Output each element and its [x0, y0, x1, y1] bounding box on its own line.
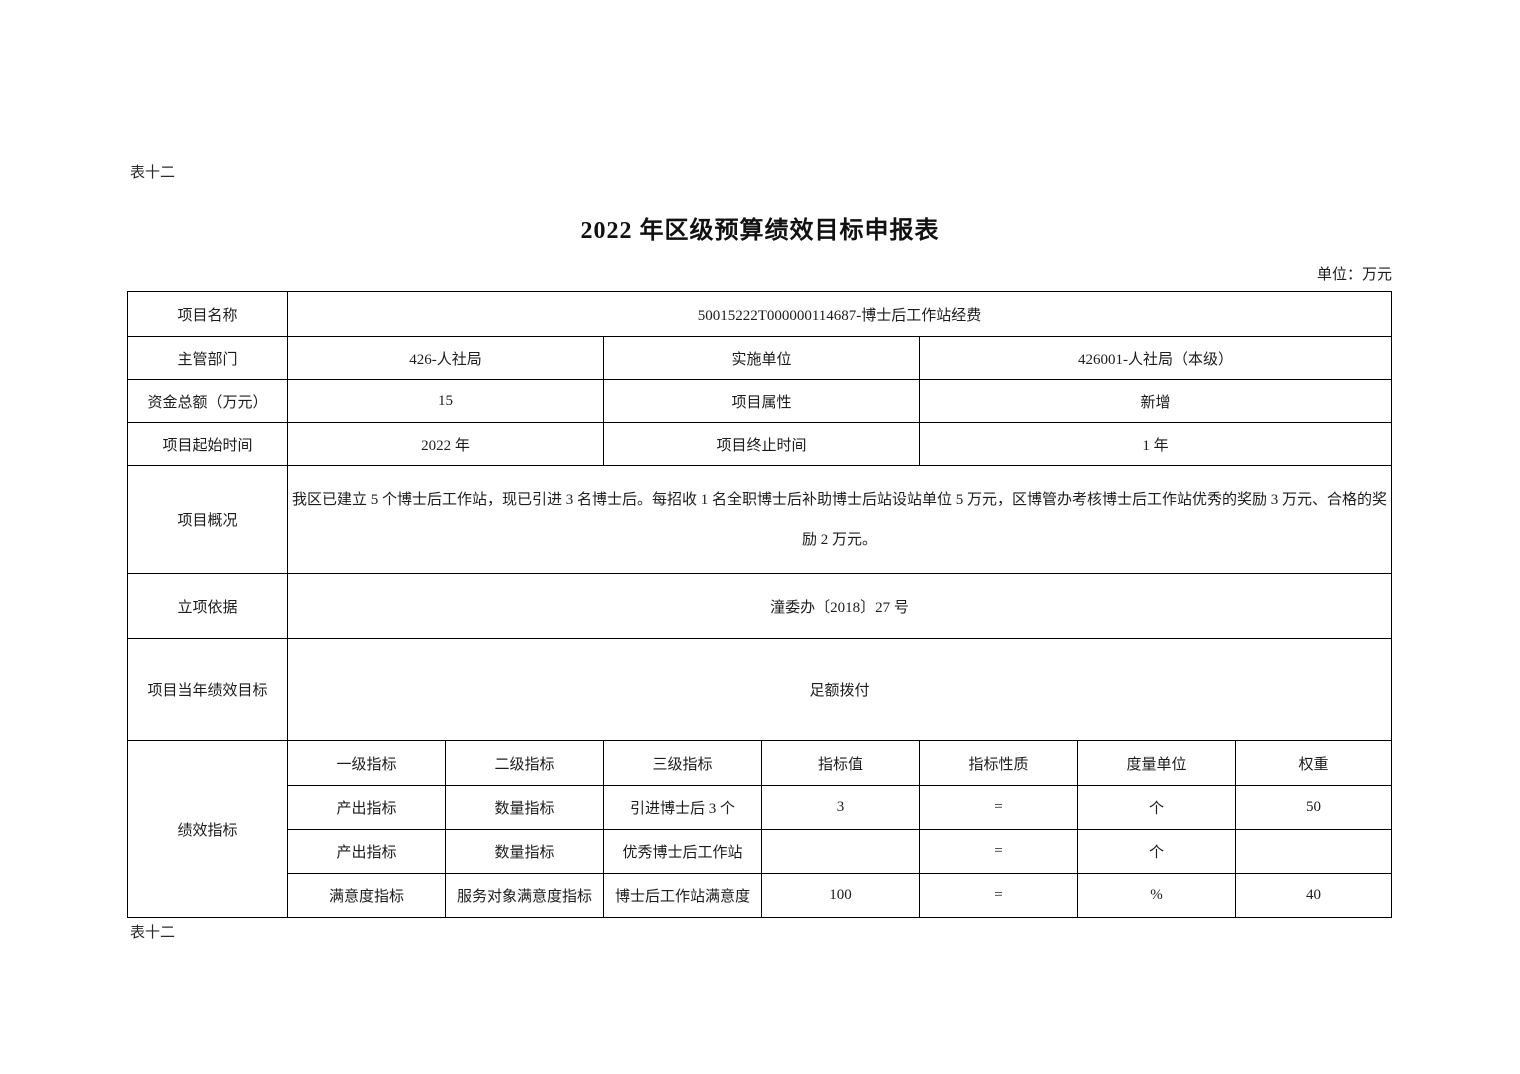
indicator-nature: = — [919, 873, 1078, 918]
overview-value: 我区已建立 5 个博士后工作站，现已引进 3 名博士后。每招收 1 名全职博士后… — [286, 465, 1393, 574]
indicator-header-level3: 三级指标 — [603, 740, 762, 786]
row-project-name: 项目名称 50015222T000000114687-博士后工作站经费 — [127, 291, 1393, 337]
project-attr-label: 项目属性 — [603, 379, 920, 423]
indicator-row: 产出指标 数量指标 优秀博士后工作站 = 个 — [128, 829, 1393, 874]
basis-value: 潼委办〔2018〕27 号 — [286, 573, 1393, 639]
project-name-value: 50015222T000000114687-博士后工作站经费 — [286, 291, 1393, 337]
row-basis: 立项依据 潼委办〔2018〕27 号 — [127, 573, 1393, 639]
total-fund-label: 资金总额（万元） — [127, 379, 288, 423]
basis-label: 立项依据 — [127, 573, 288, 639]
indicator-unit: % — [1077, 873, 1236, 918]
row-dept: 主管部门 426-人社局 实施单位 426001-人社局（本级） — [127, 336, 1393, 380]
annual-goal-value: 足额拨付 — [286, 638, 1393, 741]
indicator-header-weight: 权重 — [1234, 740, 1393, 786]
total-fund-value: 15 — [287, 379, 604, 423]
indicator-nature: = — [919, 829, 1078, 874]
indicator-level1: 产出指标 — [287, 785, 446, 830]
indicator-weight: 50 — [1234, 785, 1393, 830]
page-title: 2022 年区级预算绩效目标申报表 — [580, 218, 940, 244]
indicator-level2: 服务对象满意度指标 — [445, 873, 604, 918]
indicator-value — [761, 829, 920, 874]
indicator-level1: 满意度指标 — [287, 873, 446, 918]
end-time-label: 项目终止时间 — [603, 422, 920, 466]
indicator-level3: 博士后工作站满意度 — [603, 873, 762, 918]
row-overview: 项目概况 我区已建立 5 个博士后工作站，现已引进 3 名博士后。每招收 1 名… — [127, 465, 1393, 574]
start-time-label: 项目起始时间 — [127, 422, 288, 466]
indicator-unit: 个 — [1077, 785, 1236, 830]
indicator-header-unit: 度量单位 — [1077, 740, 1236, 786]
annual-goal-label: 项目当年绩效目标 — [127, 638, 288, 741]
indicator-unit: 个 — [1077, 829, 1236, 874]
indicator-level2: 数量指标 — [445, 785, 604, 830]
project-attr-value: 新增 — [918, 379, 1393, 423]
table-number-bottom: 表十二 — [130, 925, 176, 941]
project-name-label: 项目名称 — [127, 291, 288, 337]
row-annual-goal: 项目当年绩效目标 足额拨付 — [127, 638, 1393, 741]
indicator-row: 满意度指标 服务对象满意度指标 博士后工作站满意度 100 = % 40 — [128, 873, 1393, 918]
end-time-value: 1 年 — [918, 422, 1393, 466]
impl-unit-value: 426001-人社局（本级） — [918, 336, 1393, 380]
budget-declaration-table: 项目名称 50015222T000000114687-博士后工作站经费 主管部门… — [127, 291, 1393, 918]
row-time: 项目起始时间 2022 年 项目终止时间 1 年 — [127, 422, 1393, 466]
indicator-level2: 数量指标 — [445, 829, 604, 874]
start-time-value: 2022 年 — [287, 422, 604, 466]
indicator-header-level1: 一级指标 — [287, 740, 446, 786]
overview-label: 项目概况 — [127, 465, 288, 574]
indicator-level3: 引进博士后 3 个 — [603, 785, 762, 830]
impl-unit-label: 实施单位 — [603, 336, 920, 380]
indicator-value: 100 — [761, 873, 920, 918]
indicator-header-level2: 二级指标 — [445, 740, 604, 786]
indicator-value: 3 — [761, 785, 920, 830]
dept-value: 426-人社局 — [287, 336, 604, 380]
indicator-level3: 优秀博士后工作站 — [603, 829, 762, 874]
dept-label: 主管部门 — [127, 336, 288, 380]
indicator-nature: = — [919, 785, 1078, 830]
indicator-row: 产出指标 数量指标 引进博士后 3 个 3 = 个 50 — [128, 785, 1393, 830]
unit-note: 单位：万元 — [1316, 267, 1392, 283]
indicator-header-nature: 指标性质 — [919, 740, 1078, 786]
row-total-fund: 资金总额（万元） 15 项目属性 新增 — [127, 379, 1393, 423]
table-number-top: 表十二 — [130, 165, 176, 181]
indicator-weight: 40 — [1234, 873, 1393, 918]
indicator-level1: 产出指标 — [287, 829, 446, 874]
indicator-weight — [1234, 829, 1393, 874]
indicators-label: 绩效指标 — [127, 740, 288, 918]
indicator-header-value: 指标值 — [761, 740, 920, 786]
row-indicator-header: 绩效指标 一级指标 二级指标 三级指标 指标值 指标性质 度量单位 权重 — [127, 740, 1393, 918]
